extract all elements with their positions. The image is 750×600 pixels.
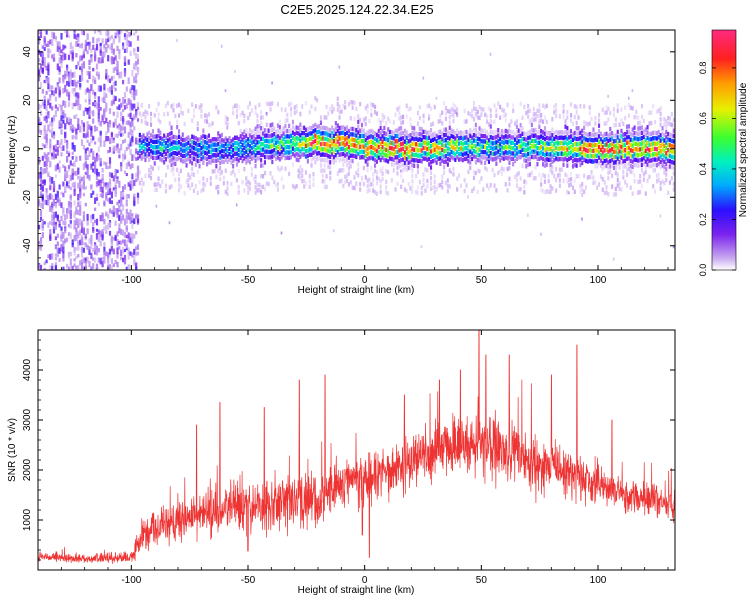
snr-frame — [37, 329, 676, 571]
y-tick-label: 20 — [22, 94, 33, 106]
colorbar-tick-label: 0.4 — [698, 163, 708, 176]
snr-series — [38, 330, 675, 565]
heatmap-x-label: Height of straight line (km) — [298, 285, 415, 296]
colorbar-tick-label: 0.8 — [698, 62, 708, 75]
colorbar-tick-label: 0.0 — [698, 264, 708, 277]
colorbar-gradient — [711, 29, 737, 271]
heatmap-x-ticks: -100 -50 0 50 100 — [37, 30, 669, 286]
y-tick-label: 40 — [22, 46, 33, 58]
colorbar-label: Normalized spectral amplitude — [738, 82, 749, 217]
snr-x-ticks: -100 -50 0 50 100 — [37, 330, 669, 586]
colorbar-tick-label: 0.2 — [698, 213, 708, 226]
x-tick-label: 0 — [362, 575, 368, 586]
figure-title: C2E5.2025.124.22.34.E25 — [280, 2, 433, 17]
x-tick-label: -100 — [121, 275, 141, 286]
x-tick-label: -50 — [241, 575, 256, 586]
colorbar: 0.0 0.2 0.4 0.6 0.8 Normalized spectral ampl… — [698, 29, 749, 277]
heatmap-cells — [38, 30, 675, 270]
snr-x-label: Height of straight line (km) — [298, 585, 415, 596]
x-tick-label: -50 — [241, 275, 256, 286]
y-tick-label: 1000 — [22, 508, 33, 531]
heatmap-y-ticks: -40 -20 0 20 40 — [22, 39, 675, 271]
y-tick-label: 2000 — [22, 458, 33, 481]
snr-y-ticks: 1000 2000 3000 4000 — [22, 329, 675, 561]
heatmap-frame — [37, 29, 676, 271]
y-tick-label: 3000 — [22, 408, 33, 431]
heatmap-y-label: Frequency (Hz) — [7, 116, 18, 185]
snr-panel: -100 -50 0 50 100 1000 2000 3000 4000 Height of… — [7, 329, 676, 596]
snr-y-label: SNR (10 * v/v) — [7, 418, 18, 482]
x-tick-label: 50 — [476, 275, 488, 286]
y-tick-label: -20 — [22, 190, 33, 205]
y-tick-label: 4000 — [22, 358, 33, 381]
heatmap-panel: -100 -50 0 50 100 -40 -20 0 20 40 Height of stra… — [7, 29, 676, 296]
colorbar-tick-label: 0.6 — [698, 112, 708, 125]
x-tick-label: 0 — [362, 275, 368, 286]
y-tick-label: -40 — [22, 238, 33, 253]
colorbar-ticks: 0.0 0.2 0.4 0.6 0.8 — [698, 62, 736, 277]
snr-line — [38, 330, 675, 565]
x-tick-label: -100 — [121, 575, 141, 586]
x-tick-label: 100 — [590, 275, 607, 286]
x-tick-label: 50 — [476, 575, 488, 586]
y-tick-label: 0 — [22, 146, 33, 152]
x-tick-label: 100 — [590, 575, 607, 586]
